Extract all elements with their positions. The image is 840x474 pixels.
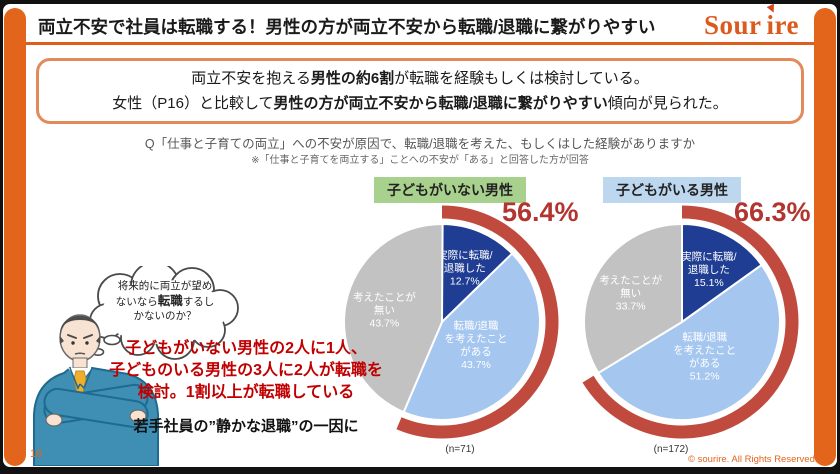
page-number: 16 [30, 448, 43, 460]
brand-logo: Sour ire [704, 3, 800, 41]
thought-bubble-cloud-icon [89, 266, 239, 360]
bubble-line-2: ないなら転職するし [94, 294, 236, 310]
summary-line1-bold: 男性の約6割 [310, 70, 395, 87]
summary-line2-pre: 女性（P16）と比較して [112, 95, 274, 112]
chart-badge-no-children: 子どもがいない男性 [374, 177, 526, 203]
pie-slice [681, 222, 764, 324]
summary-line1-pre: 両立不安を抱える [191, 70, 311, 87]
pie-chart-with-children: 実際に転職/退職した 15.1% 転職/退職を考えたことがある 51.2% 考えたことが… [546, 186, 818, 458]
pie-slice-label: 考えたことが無い 33.7% [599, 274, 662, 313]
bubble-line-3: かないのか？ [133, 310, 197, 322]
pie-slice [441, 222, 514, 325]
chart-badge-with-children: 子どもがいる男性 [603, 177, 741, 203]
bubble-line2-post: するし [182, 295, 215, 308]
worried-man-illustration [20, 294, 170, 466]
summary-line-2: 女性（P16）と比較して男性の方が両立不安から転職/退職に繋がりやすい傾向が見ら… [112, 91, 727, 116]
summary-line1-post: が転職を経験もしくは検討している。 [394, 70, 649, 87]
copyright-text: © sourire. All Rights Reserved. [688, 454, 818, 465]
survey-question: Q「仕事と子育ての両立」への不安が原因で、転職/退職を考えた、もしくはした経験が… [144, 137, 696, 151]
callout-line-1: 子どもがいない男性の2人に1人、 [125, 340, 367, 357]
highlight-percentage-with-children: 66.3% [734, 197, 811, 227]
pie-slice-label: 実際に転職/退職した 15.1% [681, 250, 736, 289]
sample-size-no-children: (n=71) [445, 444, 475, 455]
conclusion-text: 若手社員の”静かな退職”の一因に [133, 418, 359, 435]
pie-slice [583, 222, 683, 375]
left-accent-bar [4, 8, 26, 466]
highlight-arc [582, 205, 799, 439]
pie-slice [596, 263, 781, 422]
callout-line-3: 検討。1割以上が転職している [137, 384, 355, 401]
pie-slice-label: 転職/退職を考えたことがある 51.2% [673, 331, 736, 382]
page-title: 両立不安で社員は転職する！男性の方が両立不安から転職/退職に繋がりやすい [38, 17, 656, 37]
pie-slice [402, 252, 541, 421]
pie-slice-label: 転職/退職を考えたことがある 43.7% [445, 320, 508, 371]
summary-line2-post: 傾向が見られた。 [607, 95, 728, 112]
pie-chart-no-children: 実際に転職/退職した 12.7% 転職/退職を考えたことがある 43.7% 考えたことが… [306, 186, 578, 458]
pie-slice-label: 考えたことが無い 43.7% [353, 291, 416, 330]
bubble-line2-bold: 転職 [157, 293, 183, 308]
bubble-line-1: 将来的に両立が望め [117, 280, 213, 292]
pie-slice [343, 222, 444, 414]
survey-question-note: ※「仕事と子育てを両立する」ことへの不安が「ある」と回答した方が回答 [251, 155, 589, 166]
bubble-line2-pre: ないなら [115, 295, 158, 308]
logo-text-part2: ire [766, 10, 800, 40]
thought-bubble: 将来的に両立が望め ないなら転職するし かないのか？ [80, 266, 250, 366]
sample-size-with-children: (n=172) [653, 444, 689, 455]
callout-line-2: 子どものいる男性の3人に2人が転職を [109, 362, 383, 379]
logo-text-part1: Sour [704, 10, 762, 40]
businessman-icon [33, 314, 159, 466]
callout-red-text: 子どもがいない男性の2人に1人、 子どものいる男性の3人に2人が転職を 検討。1… [90, 338, 402, 404]
right-accent-bar [814, 8, 836, 466]
title-divider [26, 42, 814, 45]
thought-bubble-text: 将来的に両立が望め ないなら転職するし かないのか？ [94, 279, 236, 324]
highlight-arc [396, 205, 559, 439]
summary-line-1: 両立不安を抱える男性の約6割が転職を経験もしくは検討している。 [191, 66, 648, 91]
summary-line2-bold: 男性の方が両立不安から転職/退職に繋がりやすい [273, 95, 608, 112]
pie-slice-label: 実際に転職/退職した 12.7% [437, 248, 492, 287]
summary-box: 両立不安を抱える男性の約6割が転職を経験もしくは検討している。 女性（P16）と… [36, 58, 804, 124]
highlight-percentage-no-children: 56.4% [502, 197, 579, 227]
logo-text-part2-wrap: ire [766, 3, 800, 40]
